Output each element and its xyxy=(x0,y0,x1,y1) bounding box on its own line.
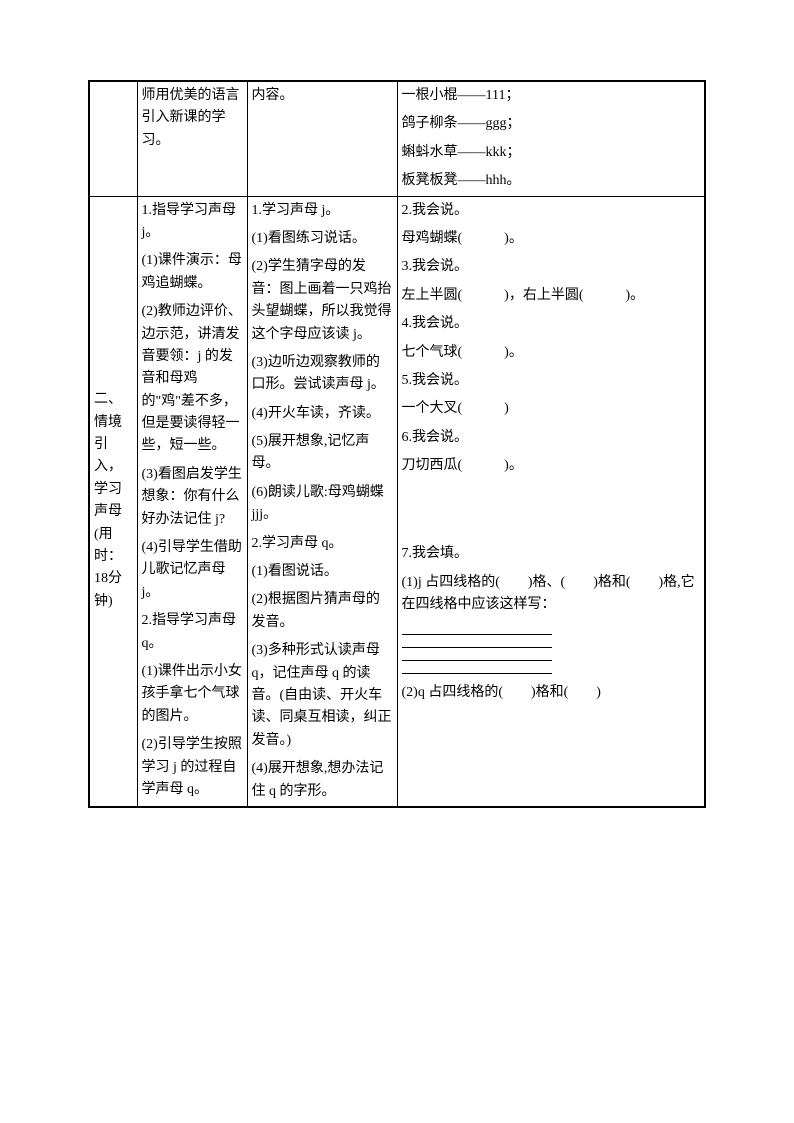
row2-col2-p6: 2.指导学习声母 q。 xyxy=(142,610,243,655)
grid-line xyxy=(402,623,552,635)
table-row-1: 师用优美的语言引入新课的学习。 内容。 一根小棍——111； 鸽子柳条——ggg… xyxy=(89,81,705,196)
row2-col3-p10: (2)根据图片猜声母的发音。 xyxy=(252,589,393,634)
row2-section-cell: 二、情境引入，学习声母(用时：18分钟) xyxy=(89,196,137,807)
row2-col4-p5: 4.我会说。 xyxy=(402,313,701,335)
row2-col3-p9: (1)看图说话。 xyxy=(252,561,393,583)
row2-col3-p3: (2)学生猜字母的发音：图上画着一只鸡抬头望蝴蝶，所以我觉得这个字母应该读 j。 xyxy=(252,256,393,346)
row2-col4-p12: (1)j 占四线格的( )格、( )格和( )格,它在四线格中应该这样写： xyxy=(402,572,701,617)
row2-col4-p7: 5.我会说。 xyxy=(402,370,701,392)
row2-col2-p4: (3)看图启发学生想象：你有什么好办法记住 j? xyxy=(142,464,243,531)
row2-col4-p11: 7.我会填。 xyxy=(402,543,701,565)
row2-col4-p10: 刀切西瓜( )。 xyxy=(402,455,701,477)
row2-col3-p6: (5)展开想象,记忆声母。 xyxy=(252,431,393,476)
row1-section-cell xyxy=(89,81,137,196)
row2-col4-p6: 七个气球( )。 xyxy=(402,342,701,364)
row1-col4-p4: 板凳板凳——hhh。 xyxy=(402,170,701,192)
grid-line xyxy=(402,636,552,648)
row2-col4-p1: 2.我会说。 xyxy=(402,200,701,222)
table-row-2: 二、情境引入，学习声母(用时：18分钟) 1.指导学习声母 j。 (1)课件演示… xyxy=(89,196,705,807)
row2-col2-p7: (1)课件出示小女孩手拿七个气球的图片。 xyxy=(142,661,243,728)
row2-col4-p3: 3.我会说。 xyxy=(402,256,701,278)
row1-col2-text: 师用优美的语言引入新课的学习。 xyxy=(142,85,243,152)
row2-col2-p1: 1.指导学习声母 j。 xyxy=(142,200,243,245)
row2-col3-p5: (4)开火车读，齐读。 xyxy=(252,403,393,425)
row2-student-cell: 1.学习声母 j。 (1)看图练习说话。 (2)学生猜字母的发音：图上画着一只鸡… xyxy=(247,196,397,807)
row2-col4-p9: 6.我会说。 xyxy=(402,427,701,449)
row2-col3-p4: (3)边听边观察教师的口形。尝试读声母 j。 xyxy=(252,352,393,397)
row1-col3-text: 内容。 xyxy=(252,85,393,107)
row2-col4-p13: (2)q 占四线格的( )格和( ) xyxy=(402,682,701,704)
spacer xyxy=(402,483,701,543)
row2-col3-p1: 1.学习声母 j。 xyxy=(252,200,393,222)
row2-col2-p5: (4)引导学生借助儿歌记忆声母 j。 xyxy=(142,537,243,604)
row2-col3-p12: (4)展开想象,想办法记住 q 的字形。 xyxy=(252,758,393,803)
row2-col3-p11: (3)多种形式认读声母 q，记住声母 q 的读音。(自由读、开火车读、同桌互相读… xyxy=(252,640,393,752)
spacer xyxy=(402,674,701,682)
row2-section-title: 二、情境引入，学习声母(用时：18分钟) xyxy=(94,389,133,613)
grid-line xyxy=(402,649,552,661)
row2-col4-p8: 一个大叉( ) xyxy=(402,398,701,420)
row2-col3-p7: (6)朗读儿歌:母鸡蝴蝶 jjj。 xyxy=(252,482,393,527)
lesson-plan-table: 师用优美的语言引入新课的学习。 内容。 一根小棍——111； 鸽子柳条——ggg… xyxy=(88,80,706,808)
row2-col4-p4: 左上半圆( )，右上半圆( )。 xyxy=(402,285,701,307)
row2-teacher-cell: 1.指导学习声母 j。 (1)课件演示：母鸡追蝴蝶。 (2)教师边评价、边示范，… xyxy=(137,196,247,807)
row1-col4-p3: 蝌蚪水草——kkk； xyxy=(402,142,701,164)
four-line-grid xyxy=(402,623,701,674)
row2-col2-p3: (2)教师边评价、边示范，讲清发音要领：j 的发音和母鸡的"鸡"差不多，但是要读… xyxy=(142,301,243,458)
row2-col2-p2: (1)课件演示：母鸡追蝴蝶。 xyxy=(142,250,243,295)
row1-exercise-cell: 一根小棍——111； 鸽子柳条——ggg； 蝌蚪水草——kkk； 板凳板凳——h… xyxy=(397,81,705,196)
row1-student-cell: 内容。 xyxy=(247,81,397,196)
row1-col4-p1: 一根小棍——111； xyxy=(402,85,701,107)
row2-col3-p2: (1)看图练习说话。 xyxy=(252,228,393,250)
row2-col4-p2: 母鸡蝴蝶( )。 xyxy=(402,228,701,250)
row2-col2-p8: (2)引导学生按照学习 j 的过程自学声母 q。 xyxy=(142,734,243,801)
grid-line xyxy=(402,662,552,674)
row1-teacher-cell: 师用优美的语言引入新课的学习。 xyxy=(137,81,247,196)
row1-col4-p2: 鸽子柳条——ggg； xyxy=(402,113,701,135)
row2-col3-p8: 2.学习声母 q。 xyxy=(252,533,393,555)
row2-exercise-cell: 2.我会说。 母鸡蝴蝶( )。 3.我会说。 左上半圆( )，右上半圆( )。 … xyxy=(397,196,705,807)
